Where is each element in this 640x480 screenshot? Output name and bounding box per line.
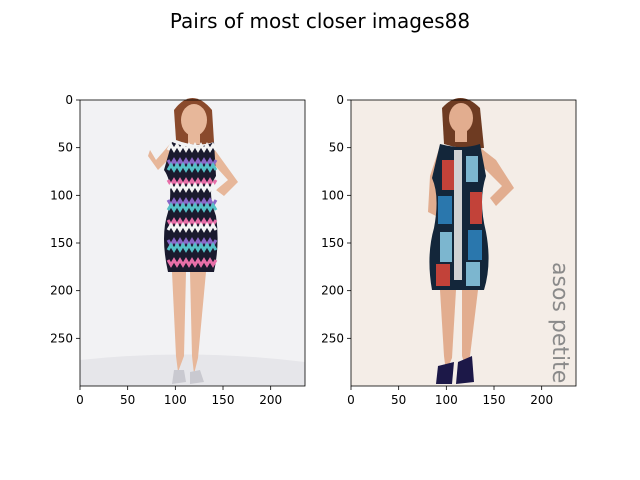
right-dress-print: [466, 262, 480, 286]
right-x-axis: 0 50 100 150 200: [347, 386, 553, 407]
left-neck: [188, 132, 200, 144]
right-y-tick-label: 250: [321, 331, 344, 345]
right-dress-print: [442, 160, 454, 190]
left-dress-zigzag: [166, 177, 218, 188]
left-y-tick-label: 200: [50, 284, 73, 298]
right-dress-print: [468, 230, 482, 260]
right-dress-print: [454, 150, 462, 280]
left-y-tick-label: 0: [65, 93, 73, 107]
right-x-tick-label: 50: [391, 393, 406, 407]
right-x-tick-label: 100: [435, 393, 458, 407]
left-x-tick-label: 50: [120, 393, 135, 407]
left-floor-shadow: [80, 354, 305, 386]
right-dress-print: [438, 196, 452, 224]
right-y-tick-label: 0: [336, 93, 344, 107]
left-dress-zigzag: [166, 222, 218, 233]
right-dress-print: [466, 156, 478, 182]
left-dress-pattern: [166, 142, 218, 268]
right-y-tick-label: 100: [321, 188, 344, 202]
left-dress-zigzag: [166, 142, 218, 153]
left-dress-zigzag: [166, 257, 218, 268]
left-x-tick-label: 150: [212, 393, 235, 407]
left-dress-zigzag: [166, 197, 218, 208]
right-x-tick-label: 200: [530, 393, 553, 407]
right-right-arm: [478, 146, 514, 206]
right-dress-print: [470, 192, 482, 224]
left-y-tick-label: 100: [50, 188, 73, 202]
left-dress-zigzag: [166, 237, 218, 248]
right-x-tick-label: 0: [347, 393, 355, 407]
left-dress-zigzag: [166, 162, 218, 173]
right-face: [449, 103, 473, 133]
left-y-axis: 0 50 100 150 200 250: [50, 93, 80, 345]
figure-title: Pairs of most closer images88: [170, 9, 470, 33]
left-dress-zigzag: [166, 217, 218, 228]
left-left-shoe: [172, 370, 186, 384]
right-right-shoe: [456, 356, 474, 384]
right-watermark: asos petite: [547, 262, 572, 383]
left-dress-zigzag: [166, 182, 218, 193]
left-image-content: [80, 98, 305, 386]
left-left-leg: [172, 272, 186, 372]
right-image-panel: asos petite 0 50 100 150 200 0 50 100 150 200 250: [321, 93, 577, 407]
right-left-shoe: [436, 362, 454, 384]
right-y-axis: 0 50 100 150 200 250: [321, 93, 351, 345]
right-dress-pattern: [436, 150, 482, 286]
right-left-leg: [440, 290, 456, 372]
left-x-axis: 0 50 100 150 200: [76, 386, 282, 407]
left-face: [181, 104, 207, 136]
right-y-tick-label: 150: [321, 236, 344, 250]
right-x-tick-label: 150: [483, 393, 506, 407]
left-y-tick-label: 50: [58, 141, 73, 155]
left-x-tick-label: 100: [164, 393, 187, 407]
left-y-tick-label: 250: [50, 331, 73, 345]
right-right-leg: [462, 290, 478, 370]
left-y-tick-label: 150: [50, 236, 73, 250]
right-image-content: asos petite: [351, 98, 576, 386]
left-dress-zigzag: [166, 202, 218, 213]
left-x-tick-label: 0: [76, 393, 84, 407]
right-dress-print: [440, 232, 452, 262]
right-dress-print: [436, 264, 450, 286]
left-dress-zigzag: [166, 157, 218, 168]
left-image-panel: 0 50 100 150 200 0 50 100 150 200 250: [50, 93, 306, 407]
left-dress-zigzag: [166, 242, 218, 253]
left-raised-arm: [148, 144, 172, 170]
right-y-tick-label: 50: [329, 141, 344, 155]
left-x-tick-label: 200: [259, 393, 282, 407]
right-neck: [455, 130, 467, 142]
left-hip-arm: [208, 146, 238, 196]
right-y-tick-label: 200: [321, 284, 344, 298]
left-right-shoe: [190, 370, 204, 384]
left-right-leg: [190, 272, 206, 374]
